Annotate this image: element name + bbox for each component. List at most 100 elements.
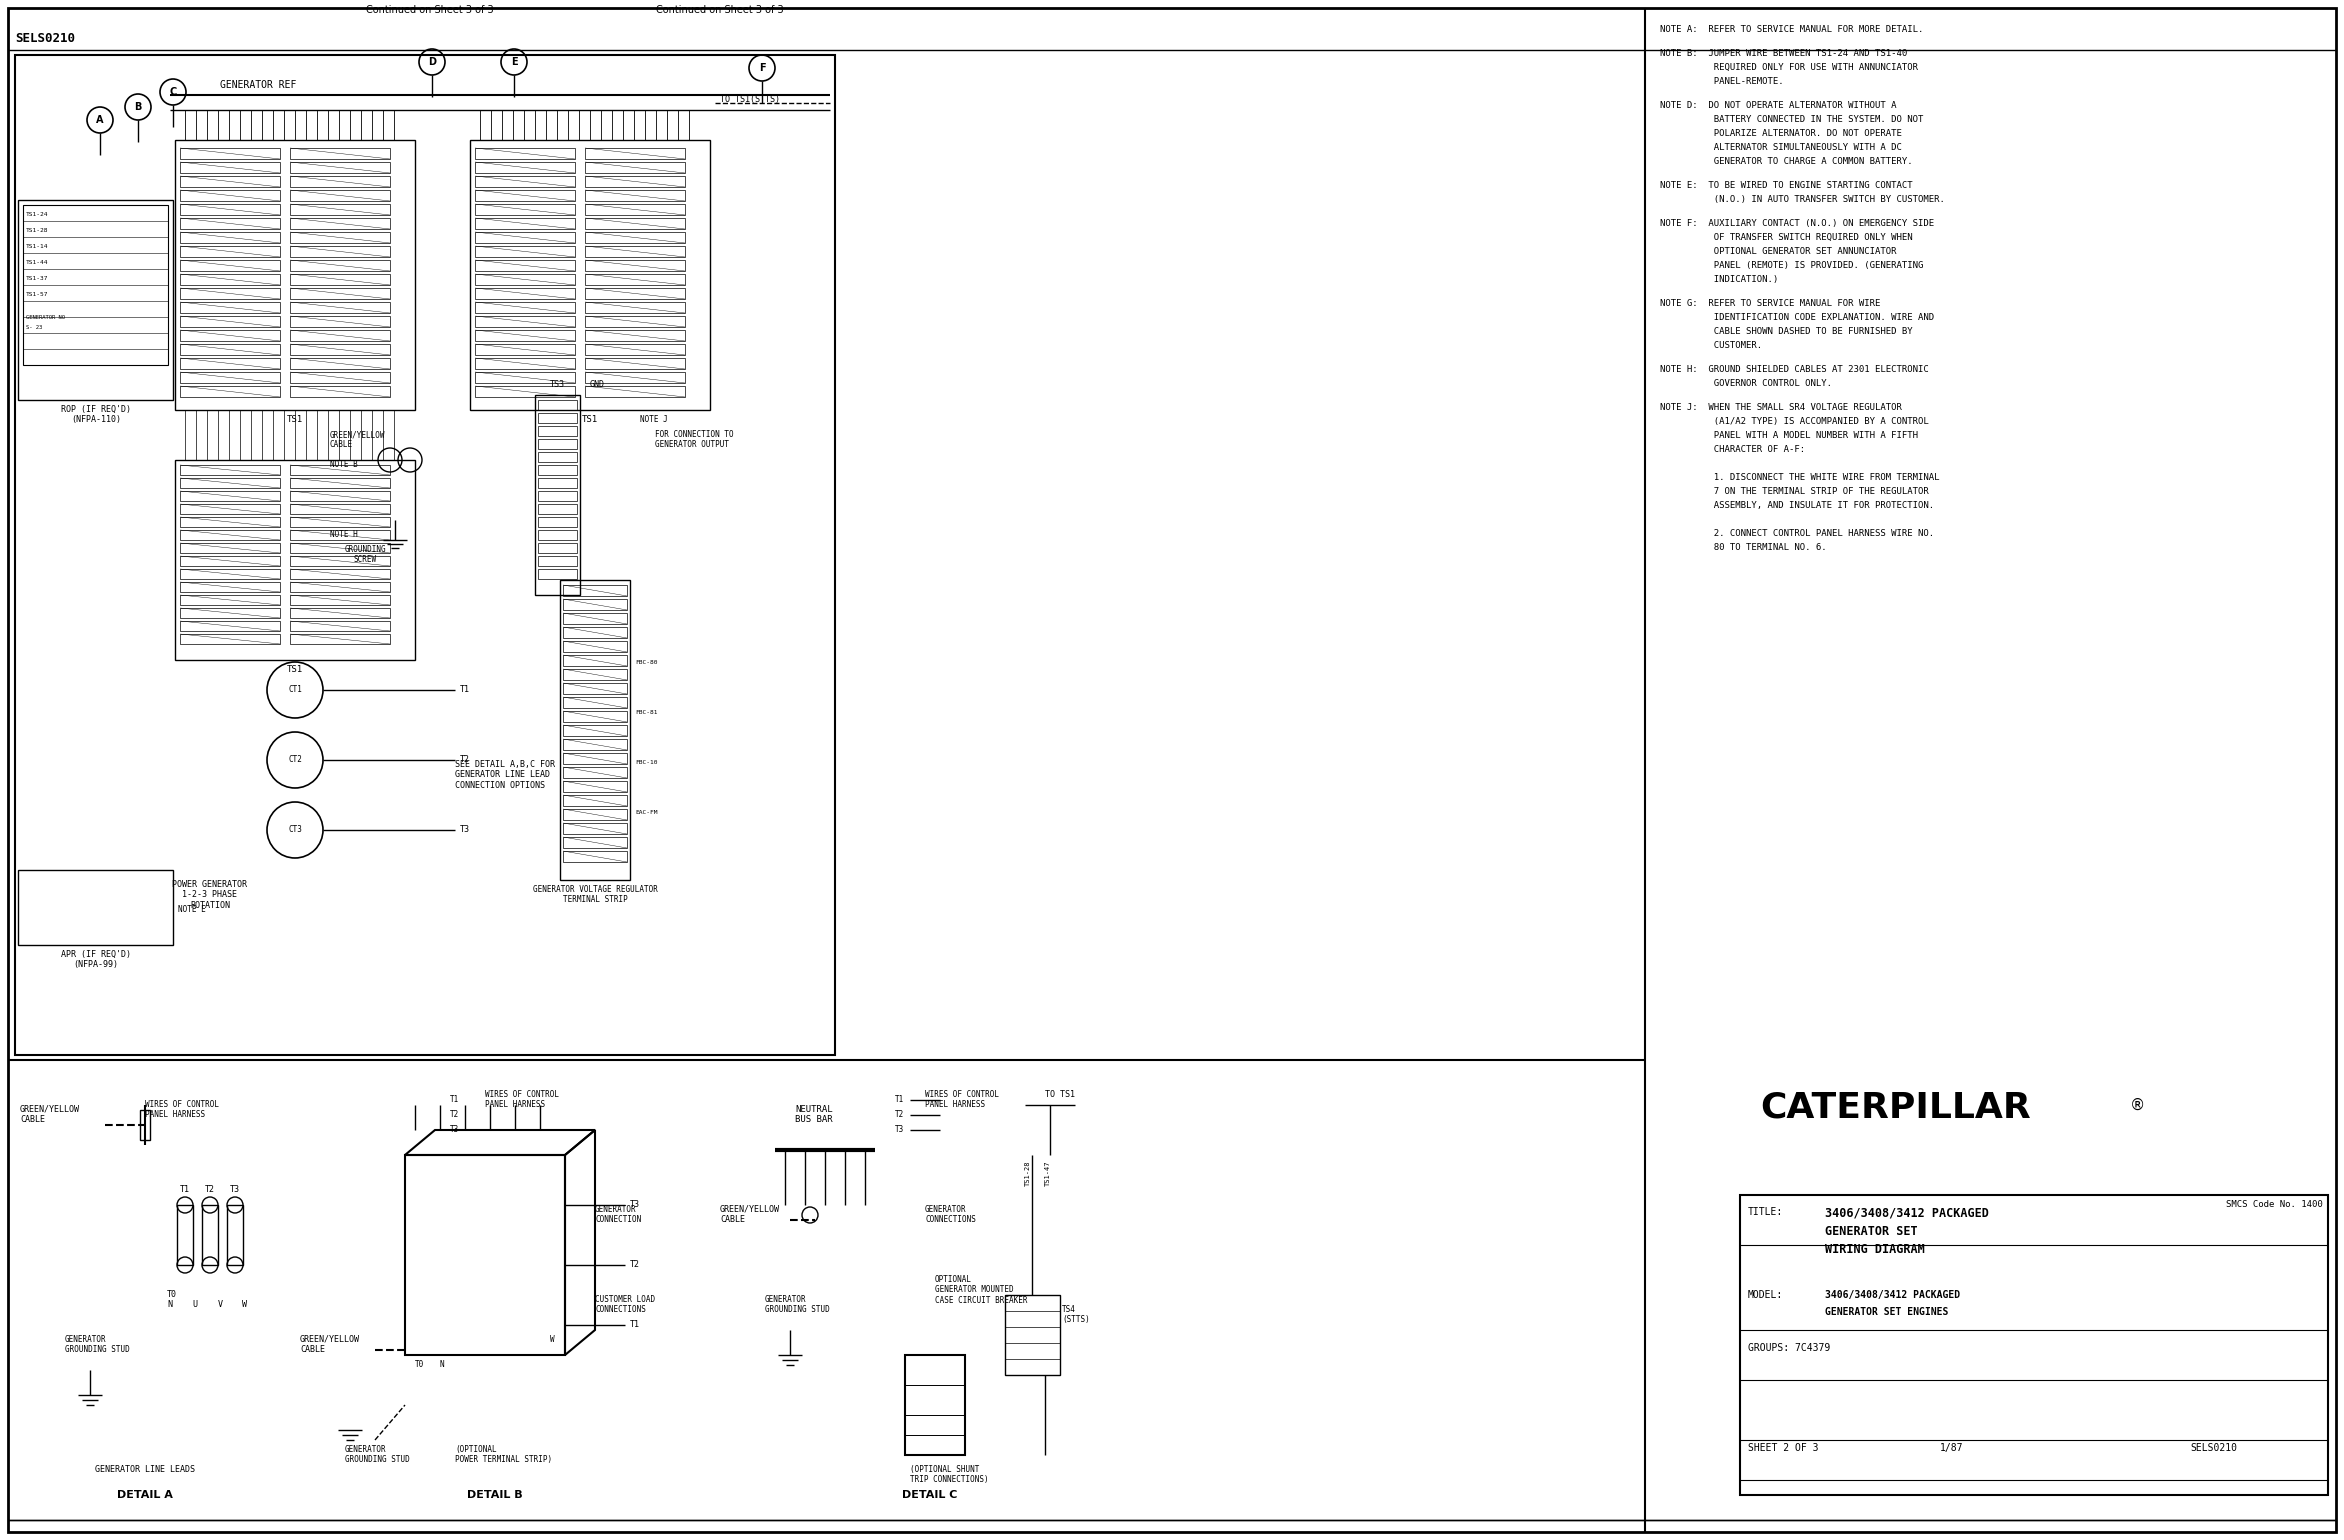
Bar (476, 316, 574, 326)
Bar (291, 491, 389, 500)
Bar (586, 148, 684, 159)
Bar (476, 246, 574, 257)
Bar (471, 140, 710, 410)
Text: T2: T2 (204, 1184, 216, 1194)
Text: OF TRANSFER SWITCH REQUIRED ONLY WHEN: OF TRANSFER SWITCH REQUIRED ONLY WHEN (1660, 233, 1913, 242)
Bar (539, 465, 577, 474)
Text: POLARIZE ALTERNATOR. DO NOT OPERATE: POLARIZE ALTERNATOR. DO NOT OPERATE (1660, 129, 1901, 139)
Text: NOTE D:  DO NOT OPERATE ALTERNATOR WITHOUT A: NOTE D: DO NOT OPERATE ALTERNATOR WITHOU… (1660, 102, 1896, 109)
Bar (291, 162, 389, 172)
Text: SEE DETAIL A,B,C FOR
GENERATOR LINE LEAD
CONNECTION OPTIONS: SEE DETAIL A,B,C FOR GENERATOR LINE LEAD… (455, 761, 556, 790)
Text: GREEN/YELLOW
CABLE: GREEN/YELLOW CABLE (21, 1106, 80, 1124)
Text: S- 23: S- 23 (26, 325, 42, 330)
Text: CHARACTER OF A-F:: CHARACTER OF A-F: (1660, 445, 1805, 454)
Text: E: E (511, 57, 518, 68)
Text: CT1: CT1 (288, 685, 302, 695)
Bar (586, 288, 684, 299)
Bar (563, 711, 626, 722)
Text: SMCS Code No. 1400: SMCS Code No. 1400 (2227, 1200, 2323, 1209)
Text: GROUNDING
SCREW: GROUNDING SCREW (345, 545, 387, 564)
Bar (180, 517, 279, 527)
Text: OPTIONAL GENERATOR SET ANNUNCIATOR: OPTIONAL GENERATOR SET ANNUNCIATOR (1660, 246, 1896, 256)
Text: 3406/3408/3412 PACKAGED: 3406/3408/3412 PACKAGED (1826, 1291, 1960, 1300)
Bar (586, 203, 684, 216)
Text: POWER GENERATOR
1-2-3 PHASE
ROTATION: POWER GENERATOR 1-2-3 PHASE ROTATION (173, 879, 248, 910)
Bar (406, 1155, 565, 1355)
Bar (180, 260, 279, 271)
Text: W: W (551, 1335, 556, 1344)
Bar (291, 504, 389, 514)
Bar (586, 316, 684, 326)
Text: T3: T3 (450, 1126, 459, 1133)
Text: W: W (241, 1300, 248, 1309)
Text: T2: T2 (631, 1260, 640, 1269)
Bar (563, 599, 626, 610)
Text: SHEET 2 OF 3: SHEET 2 OF 3 (1749, 1443, 1819, 1454)
Bar (586, 330, 684, 340)
Bar (19, 200, 173, 400)
Bar (563, 627, 626, 638)
Text: T0: T0 (415, 1360, 424, 1369)
Bar (19, 870, 173, 946)
Text: GOVERNOR CONTROL ONLY.: GOVERNOR CONTROL ONLY. (1660, 379, 1833, 388)
Text: T2: T2 (459, 755, 471, 764)
Text: GENERATOR
GROUNDING STUD: GENERATOR GROUNDING STUD (66, 1335, 129, 1354)
Bar (586, 219, 684, 229)
Bar (563, 822, 626, 835)
Bar (586, 343, 684, 356)
Text: (OPTIONAL
POWER TERMINAL STRIP): (OPTIONAL POWER TERMINAL STRIP) (455, 1445, 553, 1465)
Text: INDICATION.): INDICATION.) (1660, 276, 1779, 283)
Text: 1/87: 1/87 (1941, 1443, 1964, 1454)
Bar (176, 140, 415, 410)
Text: 80 TO TERMINAL NO. 6.: 80 TO TERMINAL NO. 6. (1660, 544, 1826, 551)
Bar (586, 246, 684, 257)
Text: REQUIRED ONLY FOR USE WITH ANNUNCIATOR: REQUIRED ONLY FOR USE WITH ANNUNCIATOR (1660, 63, 1917, 72)
Text: GREEN/YELLOW
CABLE: GREEN/YELLOW CABLE (720, 1204, 781, 1224)
Text: V: V (218, 1300, 223, 1309)
Bar (476, 162, 574, 172)
Text: TS1-37: TS1-37 (26, 276, 49, 280)
Text: T1: T1 (895, 1095, 905, 1104)
Text: Continued on Sheet 3 of 3: Continued on Sheet 3 of 3 (656, 5, 783, 15)
Text: TS1: TS1 (581, 414, 598, 424)
Text: FBC-81: FBC-81 (635, 710, 659, 715)
Text: NOTE A:  REFER TO SERVICE MANUAL FOR MORE DETAIL.: NOTE A: REFER TO SERVICE MANUAL FOR MORE… (1660, 25, 1924, 34)
Text: T1: T1 (459, 685, 471, 695)
Bar (560, 581, 631, 879)
Bar (291, 357, 389, 370)
Bar (291, 530, 389, 541)
Bar (291, 544, 389, 553)
Bar (180, 530, 279, 541)
Text: WIRES OF CONTROL
PANEL HARNESS: WIRES OF CONTROL PANEL HARNESS (926, 1090, 999, 1109)
Text: GENERATOR REF: GENERATOR REF (220, 80, 295, 89)
Text: T1: T1 (180, 1184, 190, 1194)
Text: NOTE J:  WHEN THE SMALL SR4 VOLTAGE REGULATOR: NOTE J: WHEN THE SMALL SR4 VOLTAGE REGUL… (1660, 403, 1901, 413)
Bar (291, 288, 389, 299)
Text: NOTE F:  AUXILIARY CONTACT (N.O.) ON EMERGENCY SIDE: NOTE F: AUXILIARY CONTACT (N.O.) ON EMER… (1660, 219, 1934, 228)
Bar (291, 608, 389, 618)
Bar (180, 148, 279, 159)
Text: TO TS1(STTS): TO TS1(STTS) (720, 95, 781, 105)
Bar (180, 288, 279, 299)
Bar (180, 203, 279, 216)
Text: TS1-28: TS1-28 (1024, 1160, 1031, 1186)
Bar (476, 260, 574, 271)
Bar (476, 302, 574, 313)
Text: ROP (IF REQ'D)
(NFPA-110): ROP (IF REQ'D) (NFPA-110) (61, 405, 131, 425)
Bar (180, 162, 279, 172)
Bar (291, 260, 389, 271)
Bar (476, 357, 574, 370)
Bar (476, 343, 574, 356)
Text: CT2: CT2 (288, 756, 302, 764)
Text: SELS0210: SELS0210 (2189, 1443, 2236, 1454)
Text: ®: ® (2131, 1098, 2145, 1113)
Bar (180, 219, 279, 229)
Bar (563, 654, 626, 665)
Text: TO TS1: TO TS1 (1045, 1090, 1076, 1100)
Text: NOTE H:  GROUND SHIELDED CABLES AT 2301 ELECTRONIC: NOTE H: GROUND SHIELDED CABLES AT 2301 E… (1660, 365, 1929, 374)
Bar (539, 517, 577, 527)
Text: Continued on Sheet 3 of 3: Continued on Sheet 3 of 3 (366, 5, 495, 15)
Bar (291, 189, 389, 202)
Text: TS1: TS1 (286, 414, 302, 424)
Text: BATTERY CONNECTED IN THE SYSTEM. DO NOT: BATTERY CONNECTED IN THE SYSTEM. DO NOT (1660, 116, 1924, 125)
